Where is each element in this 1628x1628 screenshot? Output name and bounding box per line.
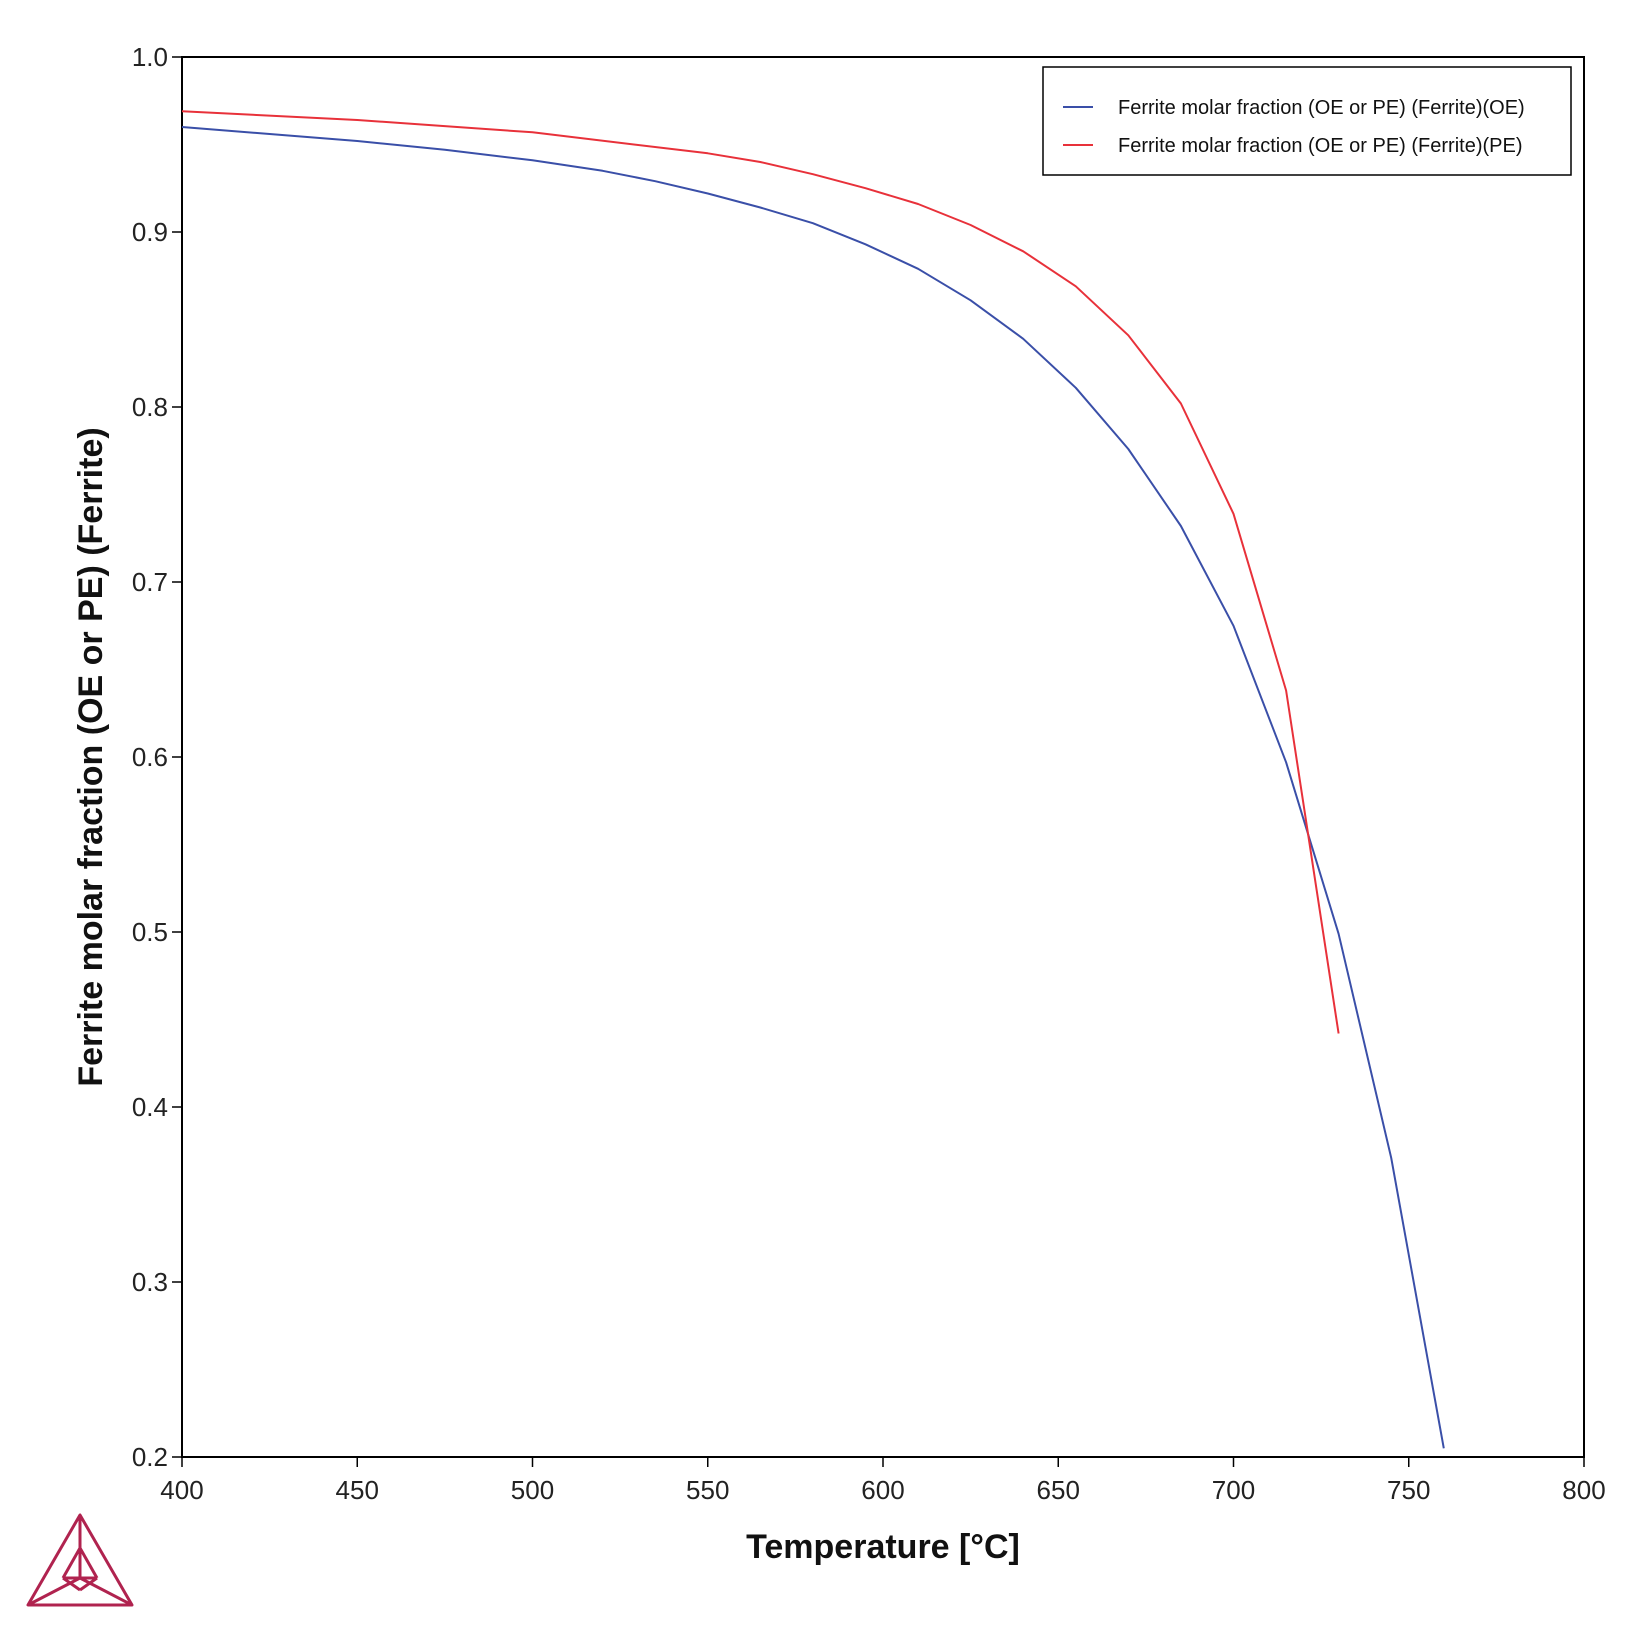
legend-label-pe: Ferrite molar fraction (OE or PE) (Ferri… <box>1118 135 1523 157</box>
legend: Ferrite molar fraction (OE or PE) (Ferri… <box>1042 66 1572 176</box>
y-tick-label: 1.0 <box>132 42 168 72</box>
x-tick-label: 750 <box>1387 1475 1430 1505</box>
x-tick-label: 450 <box>336 1475 379 1505</box>
legend-label-oe: Ferrite molar fraction (OE or PE) (Ferri… <box>1118 97 1525 119</box>
x-tick-label: 700 <box>1212 1475 1255 1505</box>
y-tick-label: 0.2 <box>132 1442 168 1472</box>
x-tick-label: 800 <box>1562 1475 1605 1505</box>
x-tick-label: 600 <box>861 1475 904 1505</box>
series-layer <box>181 110 1445 1449</box>
y-tick-label: 0.4 <box>132 1092 168 1122</box>
y-axis: 0.2 0.3 0.4 0.5 0.6 0.7 0.8 0.9 1.0 <box>132 42 182 1472</box>
x-tick-label: 650 <box>1037 1475 1080 1505</box>
x-axis: 400 450 500 550 600 650 700 750 800 <box>160 1457 1606 1505</box>
plot-area <box>181 56 1585 1458</box>
y-tick-label: 0.3 <box>132 1267 168 1297</box>
y-tick-label: 0.9 <box>132 217 168 247</box>
x-tick-label: 400 <box>160 1475 203 1505</box>
triangle-logo-icon <box>26 1513 134 1607</box>
legend-box <box>1042 66 1572 176</box>
y-tick-label: 0.8 <box>132 392 168 422</box>
y-axis-title: Ferrite molar fraction (OE or PE) (Ferri… <box>72 427 110 1086</box>
y-tick-label: 0.5 <box>132 917 168 947</box>
x-axis-title: Temperature [°C] <box>746 1528 1020 1566</box>
x-tick-label: 550 <box>686 1475 729 1505</box>
x-tick-label: 500 <box>511 1475 554 1505</box>
series-line-oe <box>181 126 1445 1449</box>
y-tick-label: 0.6 <box>132 742 168 772</box>
series-line-pe <box>181 110 1340 1034</box>
y-tick-label: 0.7 <box>132 567 168 597</box>
